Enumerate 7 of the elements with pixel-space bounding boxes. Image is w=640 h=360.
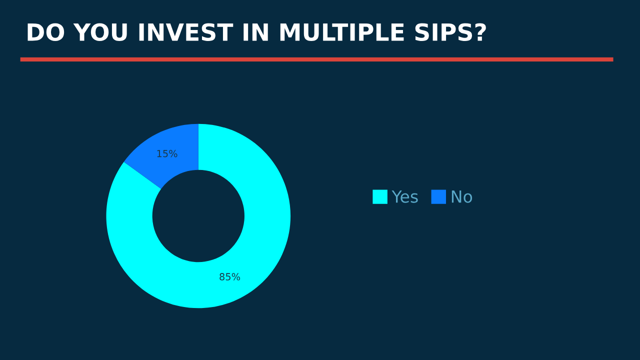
donut-slice <box>106 124 291 308</box>
data-label: 85% <box>220 273 240 280</box>
legend-label: Yes <box>392 190 418 203</box>
donut-slice <box>124 124 198 189</box>
legend-label: No <box>452 190 472 203</box>
chart-title: DO YOU INVEST IN MULTIPLE SIPS? <box>28 23 486 42</box>
data-label: 15% <box>157 150 178 158</box>
